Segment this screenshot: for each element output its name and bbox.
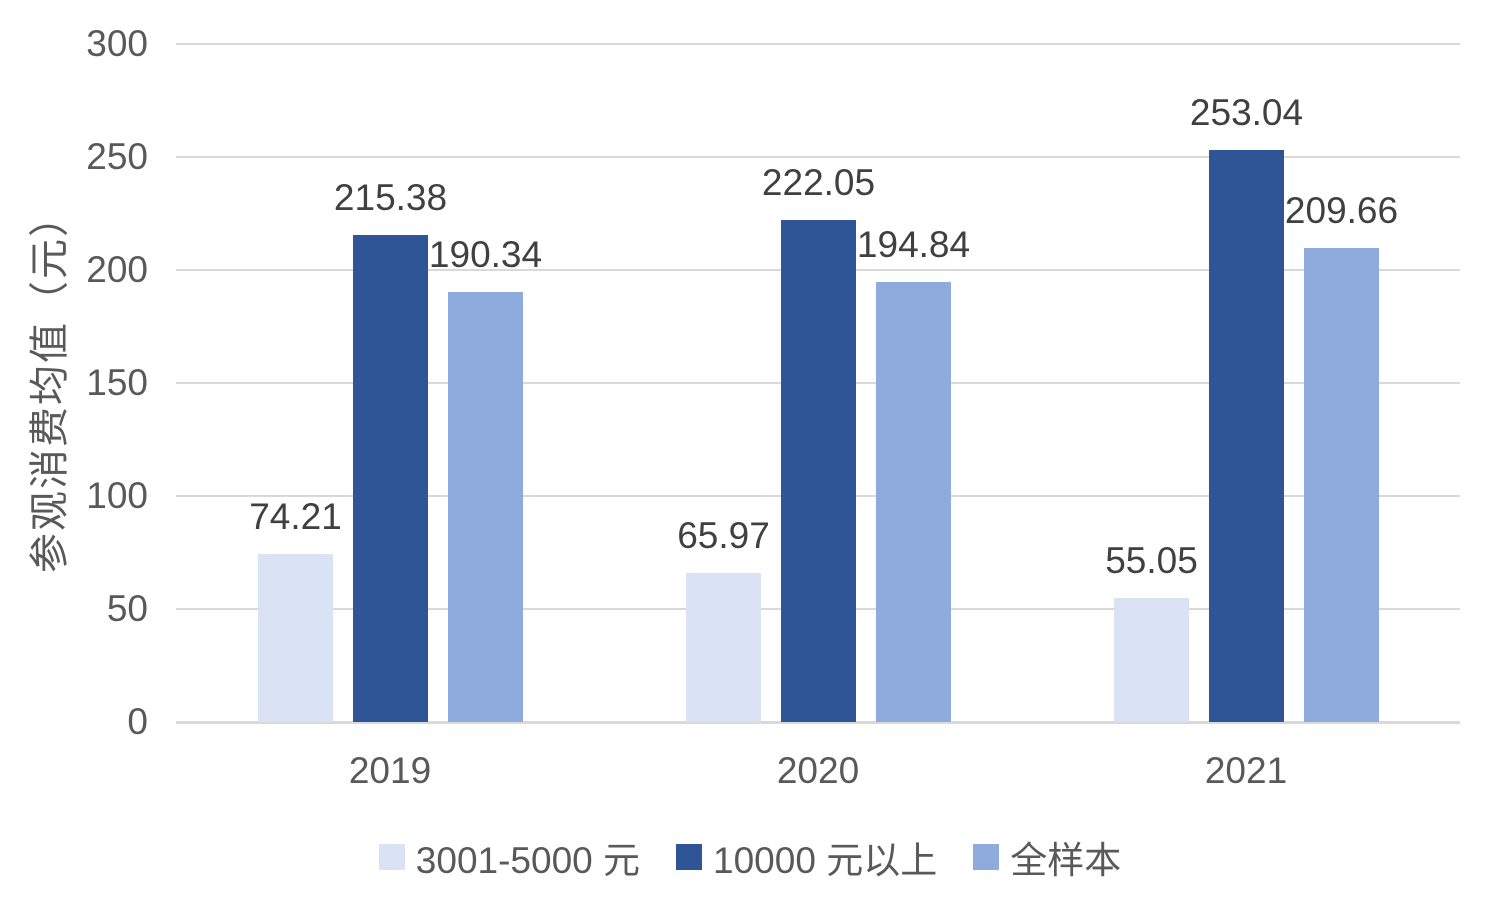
y-tick-label: 250 [86, 136, 148, 177]
bar-series1-2020 [686, 573, 761, 722]
legend-label: 10000 元以上 [713, 840, 938, 881]
x-axis-label-2020: 2020 [776, 750, 860, 791]
bar-series3-2020 [876, 282, 951, 722]
data-label: 65.97 [677, 515, 770, 556]
y-tick-label: 0 [127, 701, 148, 742]
y-tick-label: 200 [86, 249, 148, 290]
legend-swatch-icon [973, 844, 1000, 870]
gridline [176, 156, 1460, 158]
bar-series1-2019 [258, 554, 333, 722]
legend: 3001-5000 元 10000 元以上 全样本 [0, 830, 1500, 884]
y-tick-label: 50 [106, 588, 148, 629]
bar-series1-2021 [1114, 598, 1189, 722]
bar-series2-2021 [1209, 150, 1284, 722]
data-label: 194.84 [856, 224, 971, 265]
data-label: 209.66 [1284, 190, 1399, 231]
y-tick-label: 100 [86, 475, 148, 516]
bar-series3-2019 [448, 292, 523, 722]
legend-swatch-icon [378, 844, 405, 870]
data-label: 190.34 [428, 234, 543, 275]
legend-item-2: 10000 元以上 [676, 830, 937, 884]
bar-series3-2021 [1304, 248, 1379, 722]
data-label: 215.38 [333, 177, 448, 218]
gridline [176, 43, 1460, 45]
legend-item-1: 3001-5000 元 [378, 830, 641, 884]
bar-series2-2020 [781, 220, 856, 722]
data-label: 253.04 [1189, 92, 1304, 133]
data-label: 55.05 [1105, 540, 1198, 581]
x-axis-label-2021: 2021 [1204, 750, 1288, 791]
y-tick-label: 300 [86, 23, 148, 64]
legend-label: 全样本 [1010, 840, 1122, 881]
legend-item-3: 全样本 [973, 830, 1121, 884]
x-axis-label-2019: 2019 [348, 750, 432, 791]
data-label: 74.21 [249, 496, 342, 537]
bar-series2-2019 [353, 235, 428, 722]
data-label: 222.05 [761, 162, 876, 203]
legend-label: 3001-5000 元 [415, 840, 641, 881]
x-axis-baseline [176, 721, 1460, 724]
y-tick-label: 150 [86, 362, 148, 403]
legend-swatch-icon [676, 844, 703, 870]
